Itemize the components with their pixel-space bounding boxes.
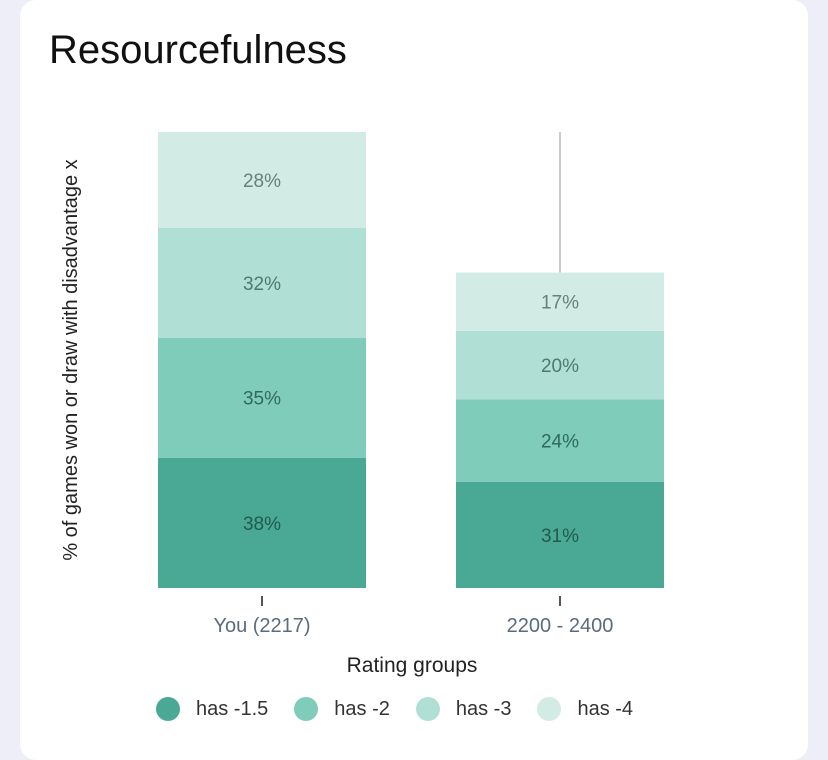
legend-item[interactable]: has -3 [415,697,512,721]
chart-legend: has -1.5 has -2 has -3 has -4 [156,697,659,721]
legend-label: has -1.5 [196,697,269,720]
x-tick-label: 2200 - 2400 [507,615,614,637]
legend-item[interactable]: has -2 [294,697,390,721]
bar-value-label: 20% [541,356,579,377]
chart-card [20,0,808,760]
legend-item[interactable]: has -4 [537,697,633,721]
y-axis-label: % of games won or draw with disadvantage… [60,159,82,560]
legend-item[interactable]: has -1.5 [156,697,268,721]
bar-value-label: 38% [243,514,281,535]
legend-swatch [156,697,180,721]
chart-title: Resourcefulness [49,28,347,72]
bar-segment[interactable] [158,228,366,338]
x-axis-label: Rating groups [347,654,478,677]
legend-swatch [537,697,562,721]
bar-segment[interactable] [456,272,664,331]
stacked-bar-chart: 38% 35% 32% 28% 31% 24% 20% 17% You (2217) 2200 … [60,132,664,677]
x-axis: You (2217) 2200 - 2400 [213,596,613,637]
legend-label: has -4 [577,697,634,720]
bar-segment[interactable] [456,481,664,588]
bar-value-label: 17% [541,293,579,314]
bars-layer [158,132,664,588]
legend-swatch [294,697,319,721]
bar-value-label: 35% [243,389,281,410]
bar-segment[interactable] [456,330,664,400]
legend-label: has -3 [455,697,512,720]
value-labels-layer: 38% 35% 32% 28% 31% 24% 20% 17% [243,171,579,547]
bar-value-label: 24% [541,432,579,453]
bar-segment[interactable] [456,399,664,482]
bar-segment[interactable] [158,457,366,588]
bar-segment[interactable] [158,132,366,228]
legend-label: has -2 [334,697,390,720]
bar-value-label: 32% [243,274,281,295]
x-tick-label: You (2217) [213,615,310,637]
bar-value-label: 28% [243,171,281,192]
bar-value-label: 31% [541,526,579,547]
bar-segment[interactable] [158,337,366,458]
legend-swatch [415,697,440,721]
